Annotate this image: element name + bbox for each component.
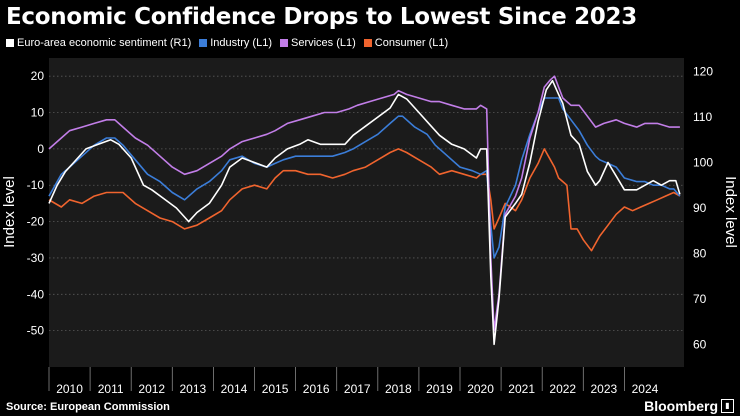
x-tick-label: 2016 <box>303 382 330 396</box>
x-tick-label: 2024 <box>632 382 659 396</box>
legend-label-services: Services (L1) <box>291 37 356 49</box>
right-tick-label: 100 <box>693 156 713 170</box>
x-tick-label: 2015 <box>262 382 289 396</box>
left-axis-ticks: 20 10 0 -10 -20 -30 -40 -50 <box>27 69 45 337</box>
right-tick-label: 60 <box>693 337 707 351</box>
legend-item-industry: Industry (L1) <box>199 37 272 49</box>
right-tick-label: 80 <box>693 246 707 260</box>
left-tick-label: -20 <box>27 215 45 229</box>
x-tick-label: 2014 <box>221 382 248 396</box>
right-tick-label: 120 <box>693 65 713 79</box>
legend-label-consumer: Consumer (L1) <box>374 37 449 49</box>
x-tick-label: 2022 <box>549 382 576 396</box>
series-line-euro-area-economic-sentiment-r1 <box>48 79 681 346</box>
legend-item-consumer: Consumer (L1) <box>363 37 449 49</box>
series-lines <box>48 75 681 346</box>
chart-title: Economic Confidence Drops to Lowest Sinc… <box>6 4 637 30</box>
series-line-consumer-l1 <box>48 148 681 252</box>
x-tick-label: 2011 <box>98 382 124 396</box>
legend-swatch-services <box>280 39 288 47</box>
left-axis-label: Index level <box>1 176 18 248</box>
x-tick-label: 2023 <box>591 382 618 396</box>
x-tick-label: 2021 <box>508 382 535 396</box>
series-line-industry-l1 <box>48 97 681 259</box>
terminal-icon: ▮ <box>721 399 734 413</box>
right-tick-label: 110 <box>693 110 712 124</box>
plot-area <box>49 58 684 367</box>
right-axis-ticks: 120 110 100 90 80 70 60 <box>693 65 713 352</box>
legend-label-sentiment: Euro-area economic sentiment (R1) <box>17 37 192 49</box>
x-tick-label: 2019 <box>426 382 453 396</box>
left-tick-label: -40 <box>27 287 45 301</box>
x-tick-label: 2017 <box>344 382 371 396</box>
x-tick-label: 2010 <box>56 382 83 396</box>
legend-item-services: Services (L1) <box>280 37 356 49</box>
right-axis-label: Index level <box>722 176 739 248</box>
source-note: Source: European Commission <box>6 401 170 413</box>
left-tick-label: 0 <box>37 142 44 156</box>
x-axis-ticks: 2010 2011 2012 2013 2014 2015 2016 2017 2018 2019… <box>48 367 659 396</box>
left-tick-label: -50 <box>27 324 45 338</box>
x-tick-label: 2012 <box>138 382 165 396</box>
legend-swatch-consumer <box>363 39 372 47</box>
left-tick-label: 20 <box>31 69 45 83</box>
right-tick-label: 90 <box>693 201 707 215</box>
legend-item-sentiment: Euro-area economic sentiment (R1) <box>6 37 191 49</box>
x-tick-label: 2020 <box>467 382 494 396</box>
x-tick-label: 2013 <box>179 382 206 396</box>
brand-name: Bloomberg <box>644 398 718 414</box>
legend-swatch-industry <box>199 39 208 47</box>
brand-logo: Bloomberg ▮ <box>644 398 734 414</box>
left-tick-label: -10 <box>27 178 45 192</box>
x-tick-label: 2018 <box>385 382 412 396</box>
legend-label-industry: Industry (L1) <box>210 37 272 49</box>
right-tick-label: 70 <box>693 292 707 306</box>
left-tick-label: -30 <box>27 251 45 265</box>
left-tick-label: 10 <box>31 106 45 120</box>
legend-swatch-sentiment <box>6 39 14 47</box>
legend: Euro-area economic sentiment (R1) Indust… <box>6 37 448 49</box>
series-line-services-l1 <box>48 75 680 332</box>
grid-lines <box>49 75 684 332</box>
